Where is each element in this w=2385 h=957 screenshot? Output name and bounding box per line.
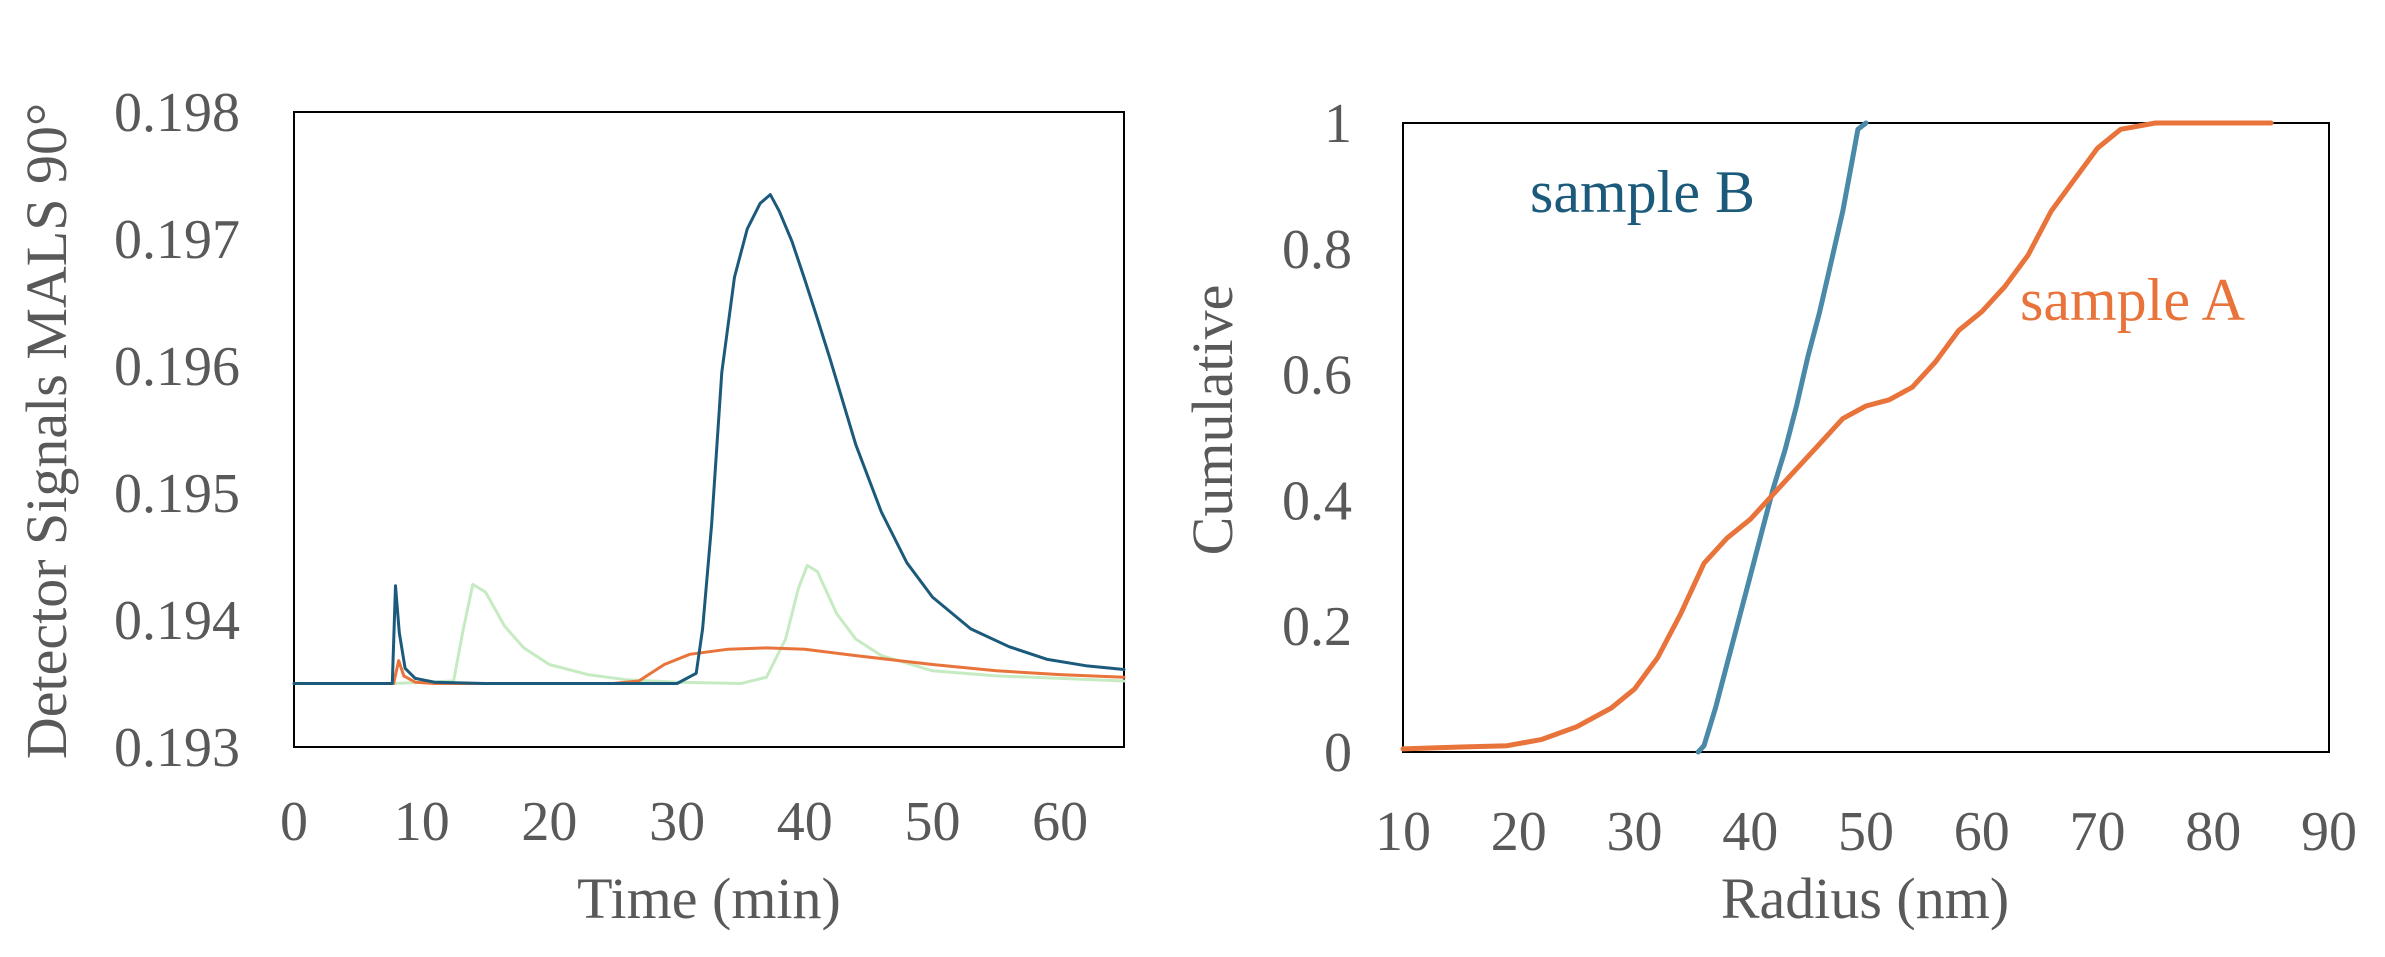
right-x-tick-label: 70 bbox=[2070, 801, 2126, 863]
left-x-tick-label: 40 bbox=[777, 791, 833, 853]
right-series-group bbox=[1400, 120, 2274, 755]
cumulative-radius-chart: 10 20 30 40 50 60 70 80 90 0 0.2 0.4 0.6 0.8 1 Radius… bbox=[1180, 93, 2357, 931]
right-x-tick-label: 20 bbox=[1491, 801, 1547, 863]
right-x-tick-label: 90 bbox=[2301, 801, 2357, 863]
right-x-axis-label: Radius (nm) bbox=[1721, 866, 2009, 931]
right-series-line-1 bbox=[1400, 120, 2274, 752]
left-x-tick-label: 10 bbox=[394, 791, 450, 853]
left-y-tick-label: 0.196 bbox=[114, 336, 240, 398]
right-x-tick-label: 40 bbox=[1722, 801, 1778, 863]
left-x-tick-label: 20 bbox=[521, 791, 577, 853]
left-y-ticks: 0.193 0.194 0.195 0.196 0.197 0.198 bbox=[114, 82, 240, 779]
detector-signal-chart: 0 10 20 30 40 50 60 0.1930.1940.1950.1960.1970… bbox=[14, 82, 1126, 931]
right-y-tick-label: 1 bbox=[1324, 93, 1352, 155]
left-x-tick-label: 60 bbox=[1032, 791, 1088, 853]
left-y-tick-label: 0.195 bbox=[114, 463, 240, 525]
right-y-tick-label: 0.2 bbox=[1282, 596, 1352, 658]
left-plot-area bbox=[293, 111, 1125, 748]
left-series-line-0 bbox=[292, 563, 1126, 685]
left-x-axis-label: Time (min) bbox=[577, 866, 841, 931]
left-y-axis-label: Detector Signals MALS 90° bbox=[14, 103, 79, 759]
left-x-tick-label: 0 bbox=[280, 791, 308, 853]
sample-a-label: sample A bbox=[2020, 267, 2245, 333]
right-y-tick-label: 0.4 bbox=[1282, 470, 1352, 532]
right-x-tick-label: 10 bbox=[1375, 801, 1431, 863]
right-y-tick-label: 0.8 bbox=[1282, 219, 1352, 281]
left-x-ticks: 0 10 20 30 40 50 60 bbox=[280, 791, 1088, 853]
left-series-line-2 bbox=[292, 193, 1126, 685]
right-y-tick-label: 0.6 bbox=[1282, 345, 1352, 407]
right-x-tick-label: 80 bbox=[2185, 801, 2241, 863]
left-x-tick-label: 30 bbox=[649, 791, 705, 853]
right-y-ticks: 0 0.2 0.4 0.6 0.8 1 bbox=[1282, 93, 1352, 784]
right-x-ticks: 10 20 30 40 50 60 70 80 90 bbox=[1375, 801, 2357, 863]
left-y-tick-label: 0.193 bbox=[114, 717, 240, 779]
left-x-tick-label: 50 bbox=[904, 791, 960, 853]
right-y-axis-label: Cumulative bbox=[1180, 285, 1245, 556]
sample-b-label: sample B bbox=[1530, 159, 1755, 225]
left-series-group bbox=[292, 193, 1126, 685]
left-y-tick-label: 0.197 bbox=[114, 209, 240, 271]
right-x-tick-label: 50 bbox=[1838, 801, 1894, 863]
right-x-tick-label: 60 bbox=[1954, 801, 2010, 863]
left-y-tick-label: 0.198 bbox=[114, 82, 240, 144]
left-y-tick-label: 0.194 bbox=[114, 590, 240, 652]
right-y-tick-label: 0 bbox=[1324, 722, 1352, 784]
right-series-line-0 bbox=[1695, 120, 1869, 755]
left-series-line-1 bbox=[292, 646, 1126, 685]
right-x-tick-label: 30 bbox=[1607, 801, 1663, 863]
